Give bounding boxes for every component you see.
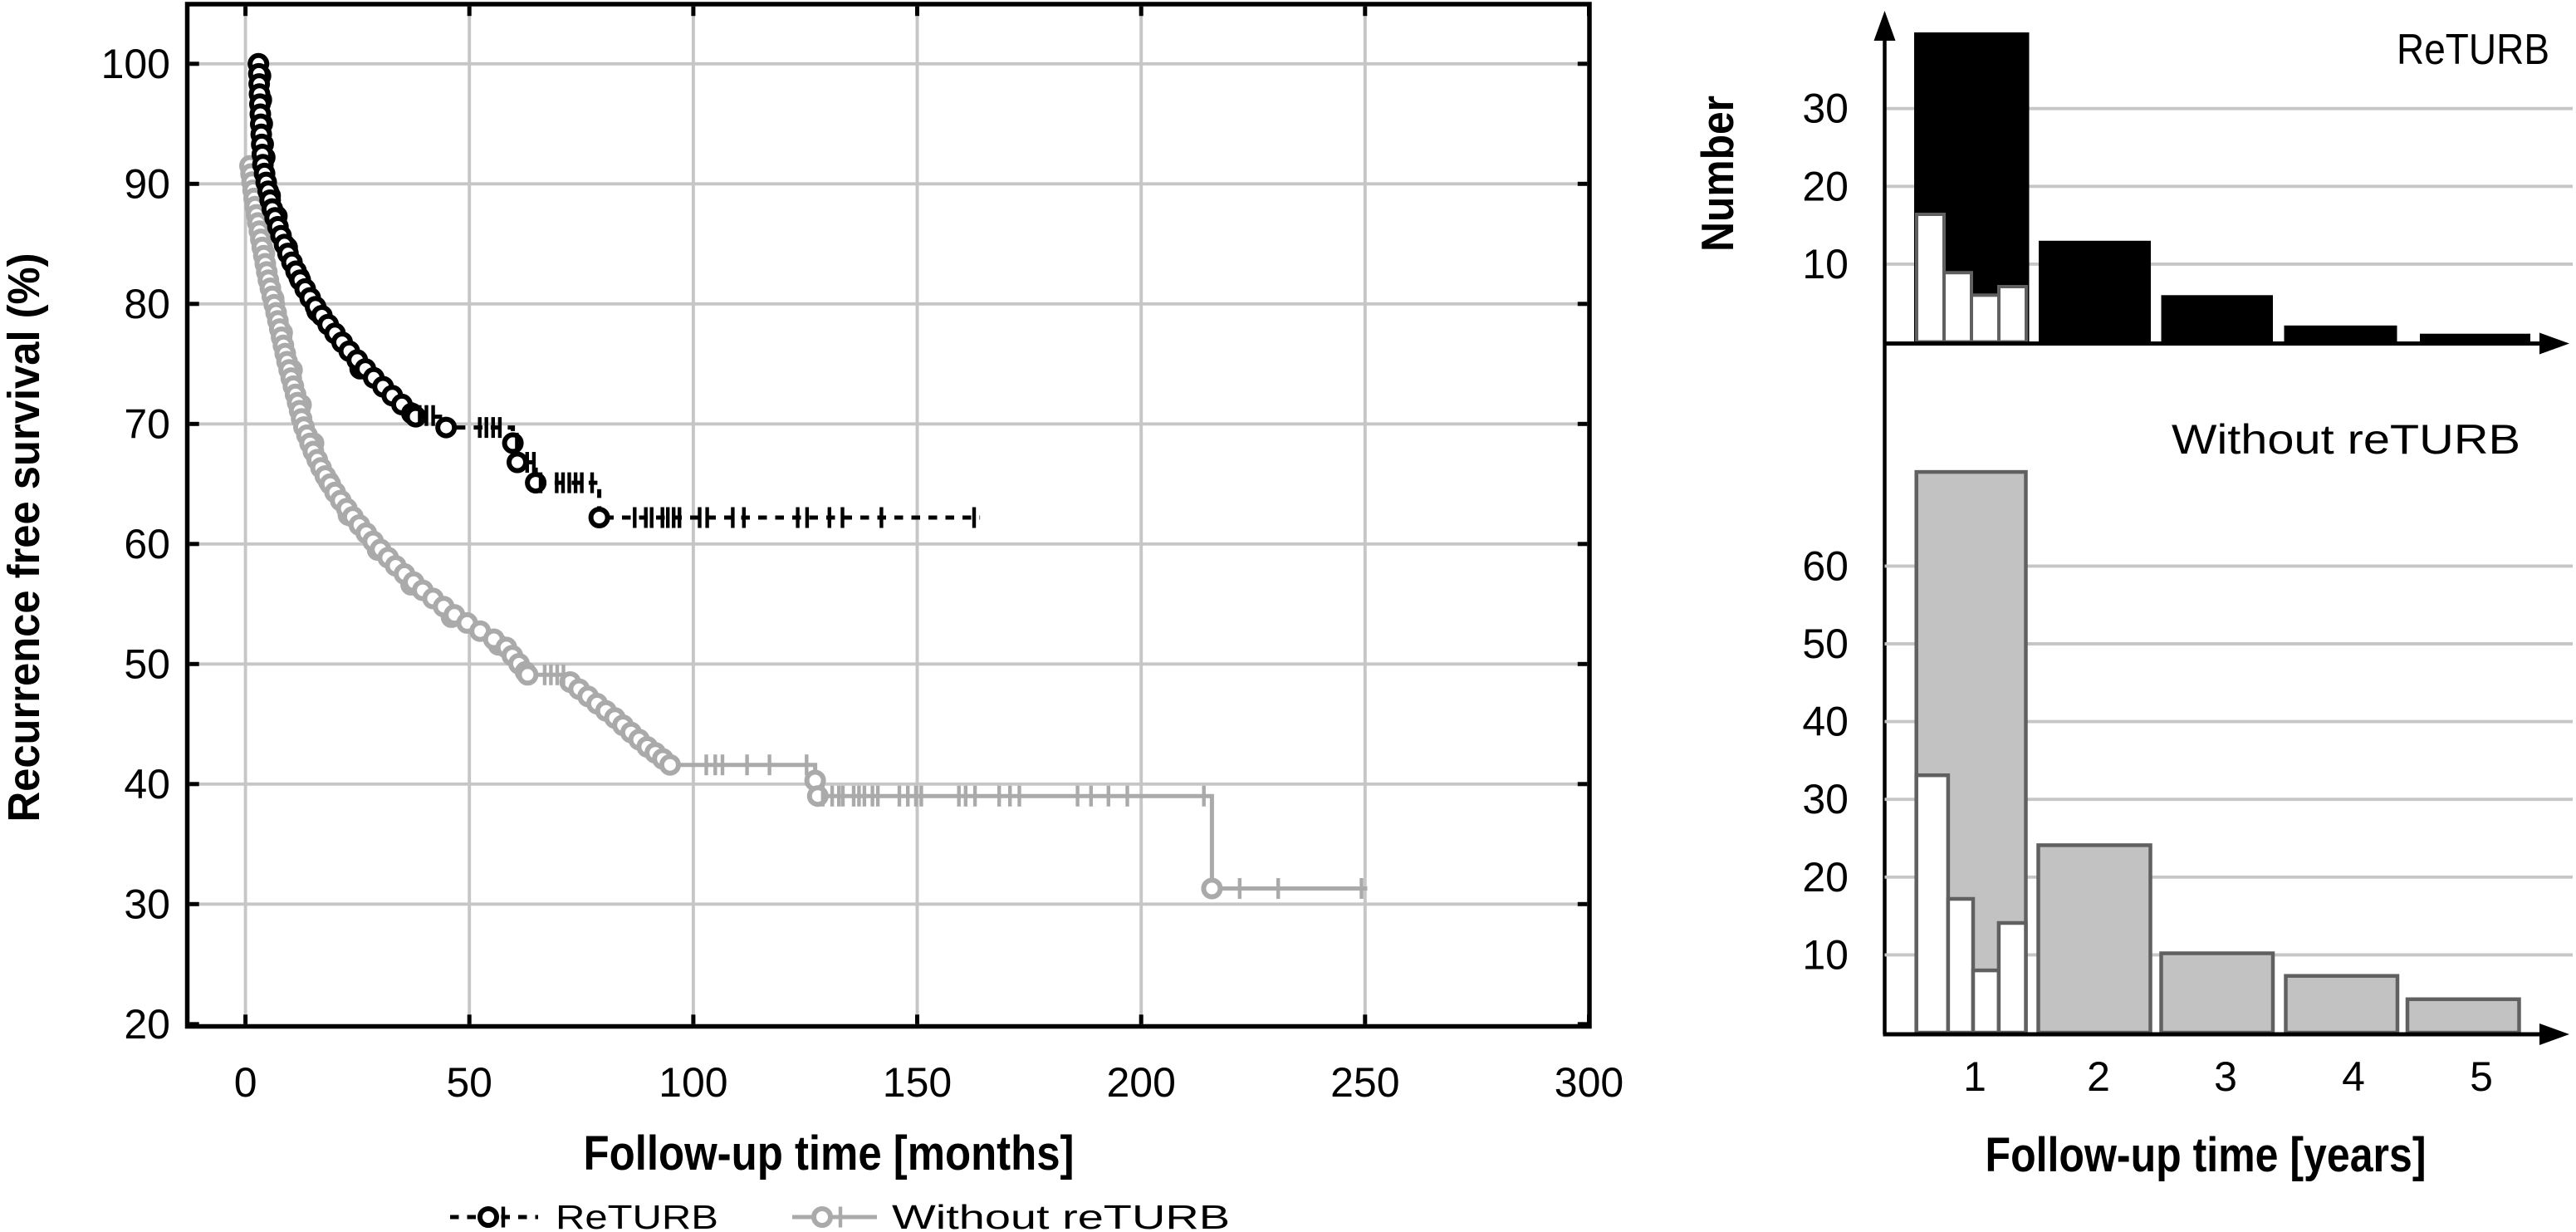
svg-text:Without reTURB: Without reTURB — [892, 1198, 1230, 1232]
svg-text:0: 0 — [234, 1059, 257, 1106]
svg-text:Without reTURB: Without reTURB — [2172, 416, 2520, 463]
svg-text:90: 90 — [124, 160, 170, 207]
svg-text:Follow-up time [months]: Follow-up time [months] — [584, 1126, 1075, 1180]
svg-text:50: 50 — [1802, 621, 1849, 667]
svg-text:20: 20 — [1802, 854, 1849, 901]
svg-text:5: 5 — [2470, 1053, 2493, 1100]
svg-text:60: 60 — [124, 521, 170, 567]
svg-text:250: 250 — [1330, 1059, 1399, 1106]
svg-text:Recurrence free survival (%): Recurrence free survival (%) — [0, 253, 49, 822]
svg-text:20: 20 — [124, 1001, 170, 1048]
svg-text:50: 50 — [446, 1059, 492, 1106]
svg-text:30: 30 — [124, 881, 170, 927]
svg-text:60: 60 — [1802, 542, 1849, 589]
svg-text:30: 30 — [1802, 776, 1849, 822]
svg-text:2: 2 — [2087, 1053, 2110, 1100]
svg-text:200: 200 — [1106, 1059, 1175, 1106]
svg-text:Number: Number — [1692, 96, 1743, 252]
svg-text:40: 40 — [1802, 699, 1849, 745]
svg-text:70: 70 — [124, 400, 170, 447]
svg-text:ReTURB: ReTURB — [556, 1198, 718, 1232]
svg-text:300: 300 — [1555, 1059, 1623, 1106]
svg-text:4: 4 — [2342, 1053, 2365, 1100]
svg-text:80: 80 — [124, 281, 170, 327]
svg-text:3: 3 — [2214, 1053, 2237, 1100]
svg-text:20: 20 — [1802, 163, 1849, 209]
svg-text:40: 40 — [124, 761, 170, 807]
svg-text:ReTURB: ReTURB — [2397, 26, 2549, 74]
svg-text:50: 50 — [124, 641, 170, 687]
svg-text:100: 100 — [659, 1059, 727, 1106]
svg-text:30: 30 — [1802, 86, 1849, 132]
svg-text:10: 10 — [1802, 241, 1849, 287]
svg-text:1: 1 — [1963, 1053, 1986, 1100]
svg-text:10: 10 — [1802, 931, 1849, 978]
svg-text:Follow-up time [years]: Follow-up time [years] — [1986, 1128, 2427, 1182]
svg-text:150: 150 — [883, 1059, 952, 1106]
svg-text:100: 100 — [101, 41, 170, 87]
